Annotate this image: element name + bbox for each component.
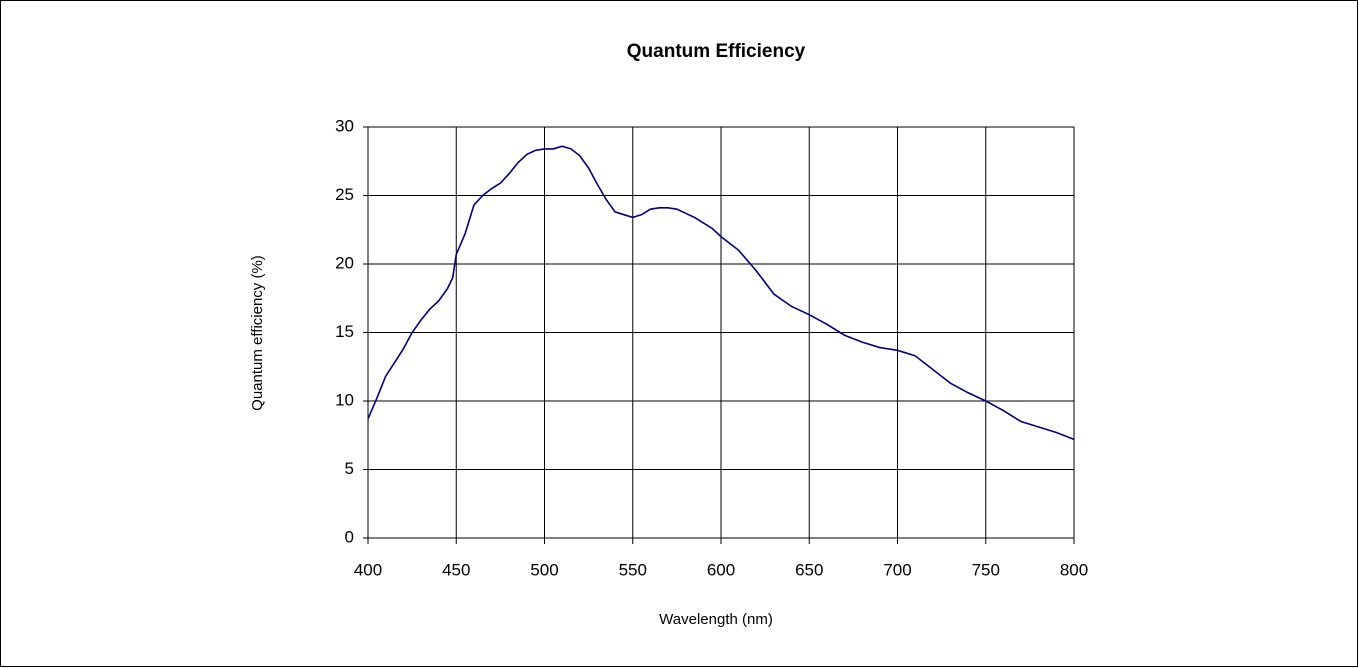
y-tick-label: 5 <box>345 459 354 478</box>
chart-title: Quantum Efficiency <box>627 41 806 62</box>
y-tick-label: 15 <box>335 322 354 341</box>
x-tick-label: 550 <box>619 560 647 579</box>
y-tick-label: 20 <box>335 253 354 272</box>
x-tick-label: 700 <box>883 560 911 579</box>
y-tick-label: 30 <box>335 116 354 135</box>
y-tick-label: 0 <box>345 527 354 546</box>
y-tick-label: 10 <box>335 390 354 409</box>
plot-border <box>367 126 1075 539</box>
x-tick-label: 400 <box>354 560 382 579</box>
x-tick-label: 750 <box>972 560 1000 579</box>
line <box>367 145 1075 441</box>
y-tick-label: 25 <box>335 185 354 204</box>
x-axis-label: Wavelength (nm) <box>659 611 773 628</box>
x-tick-label: 650 <box>795 560 823 579</box>
x-tick-label: 500 <box>530 560 558 579</box>
x-tick-label: 600 <box>707 560 735 579</box>
y-axis-label: Quantum efficiency (%) <box>249 255 266 411</box>
x-tick-label: 800 <box>1060 560 1088 579</box>
x-tick-label: 450 <box>442 560 470 579</box>
